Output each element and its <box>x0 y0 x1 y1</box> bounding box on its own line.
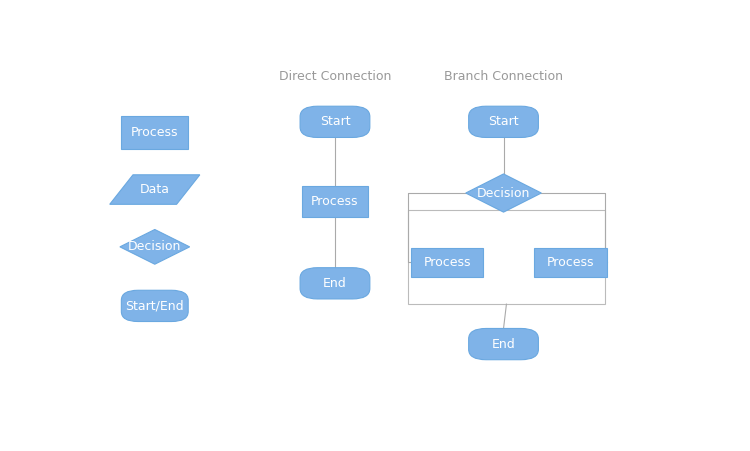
Text: Direct Connection: Direct Connection <box>279 70 392 83</box>
Text: Start/End: Start/End <box>125 299 184 313</box>
Text: Process: Process <box>311 195 358 208</box>
FancyBboxPatch shape <box>122 290 188 322</box>
Text: Decision: Decision <box>477 187 530 199</box>
FancyBboxPatch shape <box>300 106 370 138</box>
FancyBboxPatch shape <box>411 248 484 277</box>
FancyBboxPatch shape <box>534 248 607 277</box>
FancyBboxPatch shape <box>302 186 368 217</box>
Text: Start: Start <box>320 115 350 129</box>
Text: Start: Start <box>488 115 519 129</box>
Text: Process: Process <box>547 256 594 269</box>
Polygon shape <box>120 230 190 264</box>
FancyBboxPatch shape <box>469 328 538 360</box>
Text: Process: Process <box>131 126 178 139</box>
Text: End: End <box>492 338 515 350</box>
Text: Decision: Decision <box>128 240 182 253</box>
Text: Data: Data <box>140 183 170 196</box>
Polygon shape <box>466 174 542 212</box>
FancyBboxPatch shape <box>300 268 370 299</box>
Bar <box>408 210 605 304</box>
Text: End: End <box>323 277 346 290</box>
Polygon shape <box>110 175 200 204</box>
FancyBboxPatch shape <box>122 116 188 149</box>
Text: Branch Connection: Branch Connection <box>444 70 563 83</box>
Text: Process: Process <box>424 256 471 269</box>
FancyBboxPatch shape <box>469 106 538 138</box>
